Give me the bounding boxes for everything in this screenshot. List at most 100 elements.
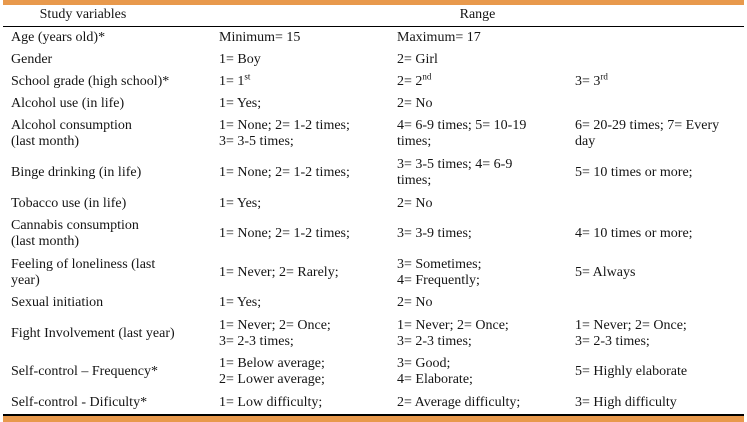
range-value-cell: 1= Yes; bbox=[211, 93, 389, 115]
range-value-text: 6= 20-29 times; 7= Every day bbox=[575, 118, 720, 150]
table-row: Alcohol consumption (last month) 1= None;… bbox=[3, 115, 744, 154]
range-value-cell bbox=[567, 93, 744, 115]
range-value-cell: 1= Yes; bbox=[211, 292, 389, 314]
range-value-text: 4= 10 times or more; bbox=[575, 226, 693, 242]
range-value-text: 2= 2 bbox=[397, 74, 423, 90]
table-row: Sexual initiation 1= Yes; 2= No bbox=[3, 292, 744, 314]
range-value-text: 1= Yes; bbox=[219, 295, 262, 311]
range-value-cell: 2= No bbox=[389, 193, 567, 215]
bottom-accent-bar bbox=[3, 416, 744, 422]
range-value-cell: 1= Low difficulty; bbox=[211, 392, 389, 415]
range-value-cell: 1= 1st bbox=[211, 71, 389, 93]
range-value-text: 1= Yes; bbox=[219, 195, 262, 211]
range-value-cell: 3= Sometimes; 4= Frequently; bbox=[389, 253, 567, 292]
range-value-text: 3= Sometimes; 4= Frequently; bbox=[397, 256, 482, 288]
range-value-text: 5= Highly elaborate bbox=[575, 364, 688, 380]
range-value-text: 1= Boy bbox=[219, 52, 261, 68]
ordinal-superscript: st bbox=[244, 71, 251, 82]
table-row: Age (years old)* Minimum= 15 Maximum= 17 bbox=[3, 27, 744, 50]
range-value-cell: 3= Good; 4= Elaborate; bbox=[389, 353, 567, 392]
range-value-text: 3= Good; 4= Elaborate; bbox=[397, 356, 473, 388]
range-value-text: 1= None; 2= 1-2 times; bbox=[219, 226, 350, 242]
variable-name-cell: Self-control – Frequency* bbox=[11, 364, 158, 380]
study-variables-header: Study variables bbox=[3, 6, 211, 27]
range-value-text: 4= 6-9 times; 5= 10-19 times; bbox=[397, 118, 527, 150]
range-value-text: 2= No bbox=[397, 96, 433, 112]
variable-name-cell: Cannabis consumption (last month) bbox=[11, 218, 139, 250]
variable-name-cell: Self-control - Dificulty* bbox=[11, 394, 148, 410]
range-value-cell: 1= None; 2= 1-2 times; 3= 3-5 times; bbox=[211, 115, 389, 154]
range-value-text: 2= Average difficulty; bbox=[397, 394, 521, 410]
range-value-text: 2= No bbox=[397, 195, 433, 211]
range-value-text: 2= Girl bbox=[397, 52, 438, 68]
table-row: Tobacco use (in life) 1= Yes; 2= No bbox=[3, 193, 744, 215]
range-value-cell: 3= 3rd bbox=[567, 71, 744, 93]
range-value-text: 3= 3-9 times; bbox=[397, 226, 472, 242]
range-value-text: 1= Below average; 2= Lower average; bbox=[219, 356, 325, 388]
range-value-cell: 1= Never; 2= Once; 3= 2-3 times; bbox=[211, 314, 389, 353]
range-value-text: 1= Yes; bbox=[219, 96, 262, 112]
variable-name-cell: Sexual initiation bbox=[11, 295, 104, 311]
range-value-cell: 1= None; 2= 1-2 times; bbox=[211, 215, 389, 254]
range-value-text: 3= 3-5 times; 4= 6-9 times; bbox=[397, 157, 513, 189]
range-value-text: 1= Low difficulty; bbox=[219, 394, 323, 410]
range-value-cell bbox=[567, 292, 744, 314]
range-value-cell bbox=[567, 49, 744, 71]
range-value-cell: 1= Never; 2= Once; 3= 2-3 times; bbox=[567, 314, 744, 353]
variable-name-cell: Age (years old)* bbox=[11, 30, 106, 46]
range-value-text: 1= 1 bbox=[219, 74, 245, 90]
ordinal-superscript: nd bbox=[422, 71, 432, 82]
range-value-cell: 3= 3-9 times; bbox=[389, 215, 567, 254]
table-row: Self-control – Frequency* 1= Below averag… bbox=[3, 353, 744, 392]
table-row: Cannabis consumption (last month) 1= None… bbox=[3, 215, 744, 254]
range-value-cell: 5= Always bbox=[567, 253, 744, 292]
variable-name-cell: Alcohol use (in life) bbox=[11, 96, 125, 112]
ordinal-superscript: rd bbox=[600, 71, 608, 82]
range-value-cell: 2= Girl bbox=[389, 49, 567, 71]
range-value-cell: 5= Highly elaborate bbox=[567, 353, 744, 392]
range-value-text: 1= None; 2= 1-2 times; bbox=[219, 165, 350, 181]
range-value-cell: 4= 6-9 times; 5= 10-19 times; bbox=[389, 115, 567, 154]
range-value-cell: 1= Boy bbox=[211, 49, 389, 71]
variable-name-cell: Tobacco use (in life) bbox=[11, 195, 127, 211]
range-value-text: Minimum= 15 bbox=[219, 30, 301, 46]
variable-name-cell: Fight Involvement (last year) bbox=[11, 325, 175, 341]
table-row: Fight Involvement (last year) 1= Never; 2… bbox=[3, 314, 744, 353]
range-value-cell: 1= None; 2= 1-2 times; bbox=[211, 154, 389, 193]
header-row: Study variables Range bbox=[3, 6, 744, 27]
table-row: School grade (high school)* 1= 1st 2= 2nd 3… bbox=[3, 71, 744, 93]
variable-name-cell: Binge drinking (in life) bbox=[11, 165, 142, 181]
table-header: Study variables Range bbox=[3, 6, 744, 27]
range-value-text: 5= 10 times or more; bbox=[575, 165, 693, 181]
table-row: Gender 1= Boy 2= Girl bbox=[3, 49, 744, 71]
table-row: Binge drinking (in life) 1= None; 2= 1-2 … bbox=[3, 154, 744, 193]
range-value-cell: 3= High difficulty bbox=[567, 392, 744, 415]
variable-name-cell: Alcohol consumption (last month) bbox=[11, 118, 132, 150]
range-value-cell: 2= No bbox=[389, 93, 567, 115]
range-value-cell: 3= 3-5 times; 4= 6-9 times; bbox=[389, 154, 567, 193]
table-row: Feeling of loneliness (last year) 1= Neve… bbox=[3, 253, 744, 292]
range-value-text: 1= Never; 2= Once; 3= 2-3 times; bbox=[575, 317, 687, 349]
range-value-cell: 5= 10 times or more; bbox=[567, 154, 744, 193]
range-value-cell bbox=[567, 193, 744, 215]
range-value-cell: 1= Below average; 2= Lower average; bbox=[211, 353, 389, 392]
range-value-cell: 1= Yes; bbox=[211, 193, 389, 215]
range-value-cell: 1= Never; 2= Rarely; bbox=[211, 253, 389, 292]
range-value-text: 3= 3 bbox=[575, 74, 601, 90]
range-value-cell: 6= 20-29 times; 7= Every day bbox=[567, 115, 744, 154]
range-value-text: 3= High difficulty bbox=[575, 394, 677, 410]
range-value-cell bbox=[567, 27, 744, 50]
range-value-cell: 1= Never; 2= Once; 3= 2-3 times; bbox=[389, 314, 567, 353]
table-row: Alcohol use (in life) 1= Yes; 2= No bbox=[3, 93, 744, 115]
range-value-cell: 2= No bbox=[389, 292, 567, 314]
top-accent-bar bbox=[3, 0, 744, 5]
variable-name-cell: Gender bbox=[11, 52, 53, 68]
table-body: Age (years old)* Minimum= 15 Maximum= 17 Ge… bbox=[3, 27, 744, 416]
range-value-text: 1= Never; 2= Once; 3= 2-3 times; bbox=[219, 317, 331, 349]
range-value-cell: Minimum= 15 bbox=[211, 27, 389, 50]
range-header: Range bbox=[211, 6, 744, 27]
range-value-text: Maximum= 17 bbox=[397, 30, 481, 46]
range-value-text: 1= None; 2= 1-2 times; 3= 3-5 times; bbox=[219, 118, 350, 150]
range-value-text: 5= Always bbox=[575, 264, 636, 280]
